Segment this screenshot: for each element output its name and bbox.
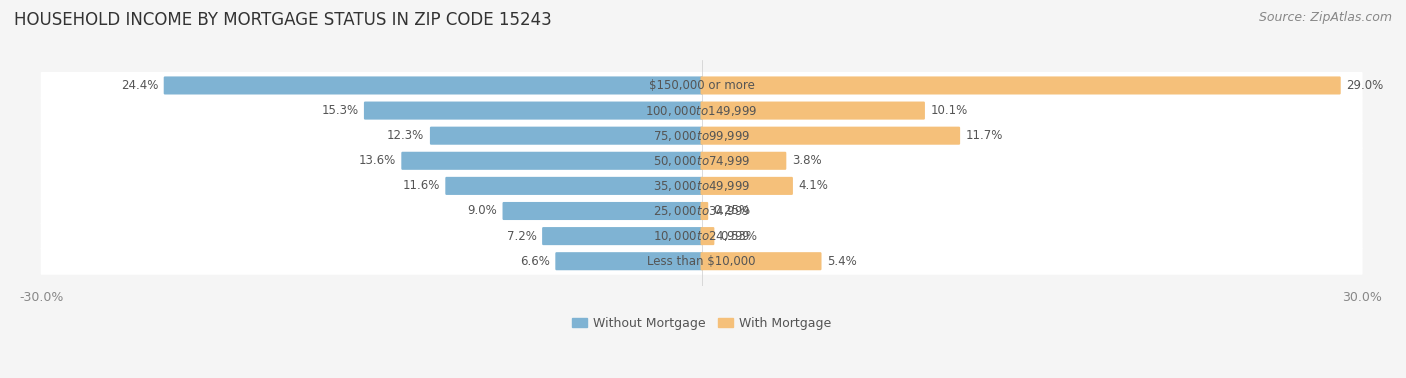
Text: 11.7%: 11.7%	[966, 129, 1002, 142]
FancyBboxPatch shape	[700, 227, 714, 245]
FancyBboxPatch shape	[41, 248, 1362, 275]
Text: 12.3%: 12.3%	[387, 129, 425, 142]
Text: $10,000 to $24,999: $10,000 to $24,999	[652, 229, 751, 243]
Text: Source: ZipAtlas.com: Source: ZipAtlas.com	[1258, 11, 1392, 24]
Text: 4.1%: 4.1%	[799, 180, 828, 192]
FancyBboxPatch shape	[555, 252, 703, 270]
FancyBboxPatch shape	[41, 172, 1362, 200]
FancyBboxPatch shape	[700, 177, 793, 195]
FancyBboxPatch shape	[700, 102, 925, 119]
FancyBboxPatch shape	[700, 202, 709, 220]
Text: $150,000 or more: $150,000 or more	[648, 79, 755, 92]
FancyBboxPatch shape	[41, 72, 1362, 99]
FancyBboxPatch shape	[446, 177, 703, 195]
Legend: Without Mortgage, With Mortgage: Without Mortgage, With Mortgage	[572, 317, 831, 330]
Text: HOUSEHOLD INCOME BY MORTGAGE STATUS IN ZIP CODE 15243: HOUSEHOLD INCOME BY MORTGAGE STATUS IN Z…	[14, 11, 551, 29]
Text: 13.6%: 13.6%	[359, 154, 396, 167]
Text: 10.1%: 10.1%	[931, 104, 967, 117]
Text: $75,000 to $99,999: $75,000 to $99,999	[652, 129, 751, 143]
FancyBboxPatch shape	[163, 76, 703, 94]
FancyBboxPatch shape	[41, 223, 1362, 249]
FancyBboxPatch shape	[700, 252, 821, 270]
Text: 15.3%: 15.3%	[322, 104, 359, 117]
Text: $25,000 to $34,999: $25,000 to $34,999	[652, 204, 751, 218]
FancyBboxPatch shape	[543, 227, 703, 245]
FancyBboxPatch shape	[502, 202, 703, 220]
FancyBboxPatch shape	[41, 197, 1362, 225]
Text: 6.6%: 6.6%	[520, 255, 550, 268]
Text: 11.6%: 11.6%	[402, 180, 440, 192]
FancyBboxPatch shape	[401, 152, 703, 170]
Text: 5.4%: 5.4%	[827, 255, 856, 268]
Text: Less than $10,000: Less than $10,000	[647, 255, 756, 268]
Text: $50,000 to $74,999: $50,000 to $74,999	[652, 154, 751, 168]
Text: 0.53%: 0.53%	[720, 229, 756, 243]
Text: 7.2%: 7.2%	[506, 229, 537, 243]
Text: $100,000 to $149,999: $100,000 to $149,999	[645, 104, 758, 118]
FancyBboxPatch shape	[41, 122, 1362, 149]
Text: $35,000 to $49,999: $35,000 to $49,999	[652, 179, 751, 193]
Text: 3.8%: 3.8%	[792, 154, 821, 167]
Text: 29.0%: 29.0%	[1346, 79, 1384, 92]
FancyBboxPatch shape	[41, 97, 1362, 124]
Text: 24.4%: 24.4%	[121, 79, 159, 92]
FancyBboxPatch shape	[700, 127, 960, 145]
Text: 9.0%: 9.0%	[467, 204, 496, 217]
FancyBboxPatch shape	[430, 127, 703, 145]
FancyBboxPatch shape	[700, 76, 1341, 94]
Text: 0.25%: 0.25%	[714, 204, 751, 217]
FancyBboxPatch shape	[41, 147, 1362, 174]
FancyBboxPatch shape	[700, 152, 786, 170]
FancyBboxPatch shape	[364, 102, 703, 119]
